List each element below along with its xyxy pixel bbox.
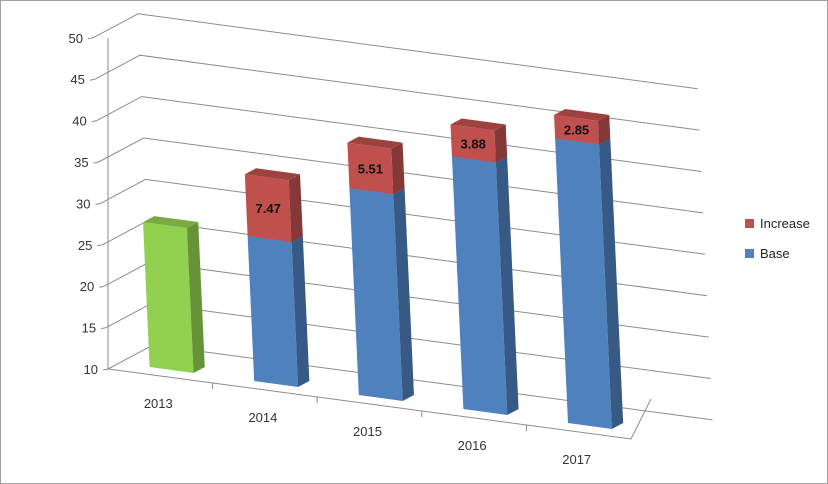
- y-tick-label: 30: [76, 196, 90, 211]
- y-tick-mark: [101, 327, 107, 330]
- bar-base-2017-side: [599, 138, 624, 429]
- bar-increase-2015-side: [391, 142, 405, 195]
- bar-2013-front: [143, 222, 194, 373]
- bar-base-2017-front: [555, 138, 612, 429]
- gridline: [100, 178, 706, 255]
- legend-label-base: Base: [760, 246, 790, 261]
- bar-increase-2017: [554, 108, 611, 145]
- y-tick-mark: [89, 78, 95, 81]
- y-tick-label: 35: [74, 155, 88, 170]
- bar-increase-2015-top: [347, 136, 403, 149]
- bar-increase-2016-side: [494, 124, 508, 163]
- bar-base-2015-side: [393, 188, 414, 401]
- x-tick-label: 2016: [458, 438, 487, 453]
- data-label: 7.47: [256, 201, 281, 216]
- y-tick-label: 40: [72, 114, 86, 129]
- bar-base-2015: [349, 182, 414, 401]
- bar-increase-2014-side: [288, 174, 303, 243]
- bar-base-2016-front: [451, 156, 508, 415]
- bar-2013-side: [186, 222, 205, 373]
- bar-2013: [143, 216, 205, 373]
- bar-increase-2017-front: [554, 114, 600, 145]
- y-tick-label: 10: [84, 362, 98, 377]
- y-tick-label: 50: [69, 31, 83, 46]
- bar-base-2016-side: [495, 156, 519, 415]
- bar-base-2014-front: [247, 236, 299, 387]
- y-tick-label: 15: [82, 321, 96, 336]
- y-tick-label: 20: [80, 279, 94, 294]
- bar-increase-2014-front: [244, 174, 292, 243]
- legend-swatch-base: [745, 249, 754, 258]
- data-label: 5.51: [358, 161, 383, 176]
- gridline: [98, 137, 704, 214]
- bar-increase-2016: [450, 118, 508, 163]
- gridline: [92, 13, 698, 90]
- y-tick-mark: [95, 202, 101, 205]
- y-tick-mark: [102, 368, 109, 371]
- legend-label-increase: Increase: [760, 216, 810, 231]
- y-tick-mark: [97, 244, 103, 247]
- gridline: [96, 96, 702, 172]
- bar-increase-2016-front: [450, 124, 496, 163]
- data-label: 2.85: [564, 123, 589, 138]
- legend-swatch-increase: [745, 219, 754, 228]
- bar-increase-2014: [244, 168, 303, 243]
- bar-base-2014: [247, 230, 310, 387]
- bar-base-2014-side: [291, 236, 310, 387]
- bar-base-2016: [451, 150, 519, 415]
- x-tick-label: 2014: [248, 410, 277, 425]
- x-tick-label: 2015: [353, 424, 382, 439]
- bar-increase-2017-side: [597, 114, 611, 145]
- x-tick-label: 2013: [144, 396, 173, 411]
- bar-base-2017: [555, 132, 624, 429]
- bar-increase-2015: [347, 136, 405, 195]
- bar-base-2015-front: [349, 188, 403, 401]
- bar-increase-2016-top: [450, 118, 506, 131]
- bar-increase-2017-top: [554, 108, 610, 121]
- data-label: 3.88: [461, 137, 486, 152]
- y-tick-label: 25: [78, 238, 92, 253]
- bar-increase-2015-front: [347, 142, 394, 195]
- y-tick-label: 45: [70, 72, 84, 87]
- floor-edge: [107, 368, 652, 440]
- y-tick-mark: [93, 161, 99, 164]
- bar-2013-top: [143, 216, 199, 229]
- y-tick-mark: [99, 285, 105, 288]
- y-tick-mark: [91, 120, 97, 123]
- x-tick-label: 2017: [562, 452, 591, 467]
- y-tick-mark: [87, 37, 94, 40]
- bar-increase-2014-top: [244, 168, 301, 181]
- gridline: [94, 54, 700, 131]
